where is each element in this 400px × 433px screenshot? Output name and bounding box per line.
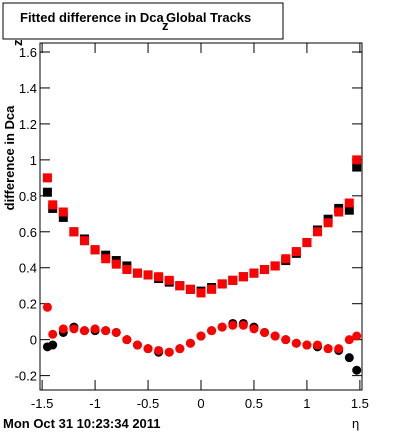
- data-point: [334, 344, 344, 354]
- data-point: [164, 275, 174, 285]
- data-point: [344, 205, 354, 215]
- y-tick-label: 0.8: [19, 189, 37, 204]
- data-point: [281, 335, 291, 345]
- data-point: [270, 331, 280, 341]
- data-point: [228, 320, 238, 330]
- x-axis-label: η: [352, 416, 359, 431]
- data-point: [143, 270, 153, 280]
- data-point: [79, 326, 89, 336]
- data-point: [260, 327, 270, 337]
- x-tick-label: 1.5: [351, 396, 369, 411]
- data-point: [291, 338, 301, 348]
- data-point: [175, 281, 185, 291]
- data-point: [313, 340, 323, 350]
- data-point: [344, 198, 354, 208]
- data-point: [122, 265, 132, 275]
- footer: Mon Oct 31 10:23:34 2011: [3, 416, 161, 431]
- data-point: [90, 324, 100, 334]
- data-point: [238, 320, 248, 330]
- data-point: [270, 261, 280, 271]
- data-point: [249, 268, 259, 278]
- data-point: [154, 345, 164, 355]
- data-point: [101, 326, 111, 336]
- data-point: [207, 326, 217, 336]
- data-point: [323, 344, 333, 354]
- chart-title: Fitted difference in Dca: [20, 10, 165, 25]
- y-tick-label: 1.4: [19, 81, 37, 96]
- title-subscript: z: [162, 18, 169, 33]
- data-point: [344, 335, 354, 345]
- data-point: [42, 302, 52, 312]
- x-tick-label: -0.5: [137, 396, 159, 411]
- data-point: [122, 335, 132, 345]
- data-point: [42, 173, 52, 183]
- data-point: [48, 329, 58, 339]
- data-point: [90, 245, 100, 255]
- data-point: [196, 288, 206, 298]
- y-tick-label: -0.2: [15, 369, 37, 384]
- data-point: [79, 236, 89, 246]
- data-point: [217, 279, 227, 289]
- data-point: [143, 344, 153, 354]
- data-point: [352, 162, 362, 172]
- y-tick-label: 0.6: [19, 225, 37, 240]
- data-point: [185, 338, 195, 348]
- x-tick-label: 0.5: [245, 396, 263, 411]
- data-point: [281, 254, 291, 264]
- title-box: [2, 2, 284, 40]
- data-point: [69, 324, 79, 334]
- x-tick-label: -1.5: [31, 396, 53, 411]
- data-point: [352, 331, 362, 341]
- data-point: [111, 327, 121, 337]
- data-point: [185, 284, 195, 294]
- data-point: [154, 272, 164, 282]
- y-axis-label: difference in Dca: [2, 105, 17, 211]
- data-point: [111, 259, 121, 269]
- x-tick-label: 1: [303, 396, 310, 411]
- data-point: [352, 365, 362, 375]
- data-point: [58, 324, 68, 334]
- y-tick-label: 0.2: [19, 297, 37, 312]
- data-point: [302, 238, 312, 248]
- data-point: [69, 227, 79, 237]
- title-suffix: Global Tracks: [166, 10, 251, 25]
- data-point: [48, 200, 58, 210]
- data-point: [228, 275, 238, 285]
- data-point: [260, 265, 270, 275]
- y-axis-label-subscript: z: [10, 39, 25, 46]
- data-point: [344, 353, 354, 363]
- data-point: [42, 187, 52, 197]
- y-tick-label: 1.6: [19, 45, 37, 60]
- data-point: [334, 207, 344, 217]
- data-point: [291, 247, 301, 257]
- y-tick-label: 1: [30, 153, 37, 168]
- data-point: [323, 218, 333, 228]
- data-point: [48, 340, 58, 350]
- data-point: [352, 155, 362, 165]
- data-point: [302, 340, 312, 350]
- data-point: [313, 227, 323, 237]
- data-point: [175, 344, 185, 354]
- data-point: [132, 340, 142, 350]
- data-point: [164, 347, 174, 357]
- data-point: [196, 331, 206, 341]
- data-point: [132, 268, 142, 278]
- y-tick-label: 0.4: [19, 261, 37, 276]
- x-tick-label: 0: [197, 396, 204, 411]
- y-tick-label: 0: [30, 333, 37, 348]
- data-point: [207, 284, 217, 294]
- data-point: [249, 324, 259, 334]
- data-point: [238, 272, 248, 282]
- y-tick-label: 1.2: [19, 117, 37, 132]
- data-point: [101, 254, 111, 264]
- data-point: [58, 212, 68, 222]
- data-point: [58, 207, 68, 217]
- x-tick-label: -1: [89, 396, 101, 411]
- data-point: [217, 322, 227, 332]
